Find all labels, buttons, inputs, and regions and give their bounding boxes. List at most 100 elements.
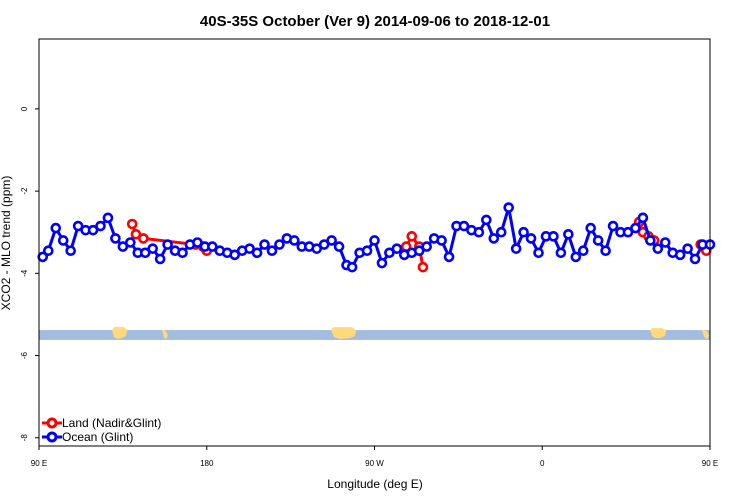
ocean-series-point: [652, 243, 664, 254]
ocean-series-point: [443, 251, 455, 263]
land-shape: [702, 330, 709, 339]
ocean-series-point: [600, 245, 611, 257]
ocean-series-point: [57, 235, 69, 246]
ocean-series-point: [110, 233, 121, 244]
ocean-series-point: [87, 224, 99, 236]
land-series-line: [404, 234, 425, 268]
land-series-point: [406, 231, 418, 242]
land-shape: [112, 327, 127, 339]
land-shape: [162, 330, 168, 339]
plot-area: [37, 202, 716, 340]
ocean-series-point: [458, 220, 470, 232]
ocean-series-point: [682, 243, 693, 254]
ocean-series-point: [391, 243, 403, 254]
ocean-series-point: [326, 235, 337, 246]
ocean-series-point: [503, 202, 515, 213]
y-tick-label: -2: [20, 187, 29, 195]
y-tick-label: -4: [20, 269, 29, 277]
legend-ocean-label: Ocean (Glint): [62, 430, 133, 444]
ocean-series-point: [43, 245, 54, 257]
y-tick-label: 0: [20, 106, 29, 111]
ocean-series-point: [518, 226, 529, 238]
ocean-series-point: [72, 220, 84, 232]
legend-land-label: Land (Nadir&Glint): [62, 416, 161, 430]
chart-title: 40S-35S October (Ver 9) 2014-09-06 to 20…: [200, 13, 550, 30]
ocean-series-point: [495, 226, 507, 238]
ocean-series-point: [570, 251, 582, 263]
ocean-strip: [39, 330, 710, 340]
x-tick-label: 180: [200, 459, 214, 468]
land-shape: [331, 327, 356, 339]
ocean-series-point: [125, 237, 136, 248]
ocean-series-point: [413, 245, 425, 257]
ocean-series-point: [147, 243, 158, 254]
ocean-series-point: [139, 247, 151, 259]
land-series-point: [138, 233, 149, 244]
legend: Land (Nadir&Glint) Ocean (Glint): [42, 416, 161, 444]
x-tick-label: 0: [540, 459, 545, 468]
ocean-series-point: [65, 245, 76, 257]
ocean-series-point: [376, 257, 388, 269]
y-tick-label: -6: [20, 351, 29, 359]
y-axis: 0 -2 -4 -6 -8: [20, 106, 39, 441]
ocean-series-point: [577, 245, 589, 257]
x-tick-label: 90 E: [702, 459, 718, 468]
ocean-series-point: [229, 249, 241, 261]
ocean-series-point: [266, 245, 278, 257]
x-tick-label: 90 W: [365, 459, 384, 468]
x-tick-label: 90 E: [31, 459, 47, 468]
ocean-series-point: [630, 222, 641, 234]
x-axis: 90 E 180 90 W 0 90 E: [31, 446, 718, 468]
ocean-series-point: [645, 235, 656, 246]
y-axis-label: XCO2 - MLO trend (ppm): [0, 176, 13, 311]
y-tick-label: -8: [20, 434, 29, 442]
ocean-series-point: [607, 220, 619, 232]
ocean-series-point: [533, 247, 544, 259]
ocean-series-point: [274, 239, 285, 250]
ocean-series-point: [659, 237, 671, 248]
land-series-point: [126, 218, 138, 230]
ocean-series-point: [563, 228, 574, 240]
ocean-series-point: [674, 249, 686, 261]
ocean-series-point: [585, 222, 597, 234]
ocean-series-point: [177, 247, 188, 259]
ocean-series-point: [154, 253, 166, 265]
legend-ocean-marker: [46, 431, 58, 443]
ocean-series-point: [102, 212, 114, 224]
ocean-series-point: [555, 247, 567, 259]
ocean-series-point: [473, 226, 485, 238]
ocean-series-point: [361, 245, 373, 257]
ocean-series-point: [689, 253, 701, 265]
x-axis-label: Longitude (deg E): [327, 477, 422, 491]
ocean-series-point: [622, 226, 634, 238]
ocean-series-point: [192, 237, 203, 248]
ocean-series-point: [207, 241, 218, 252]
ocean-series-point: [481, 214, 492, 226]
land-series-point: [417, 261, 429, 273]
ocean-series-point: [637, 212, 649, 224]
ocean-series-point: [369, 235, 380, 246]
ocean-series-point: [333, 241, 345, 252]
ocean-series-point: [50, 222, 62, 234]
ocean-series-point: [525, 233, 537, 244]
ocean-series-point: [384, 247, 395, 259]
ocean-series-point: [95, 220, 106, 232]
ocean-series-point: [289, 235, 300, 246]
ocean-series-point: [162, 239, 173, 250]
ocean-series-point: [548, 231, 559, 242]
ocean-series-point: [259, 239, 270, 250]
ocean-series-point: [510, 243, 522, 254]
ocean-series-point: [251, 247, 263, 259]
ocean-series-point: [117, 241, 129, 252]
ocean-series-point: [488, 233, 500, 244]
ocean-series-point: [318, 239, 330, 250]
ocean-series-point: [346, 261, 358, 273]
ocean-series-point: [421, 241, 432, 252]
legend-land-marker: [46, 417, 58, 429]
land-series-point: [130, 228, 142, 240]
ocean-series-point: [592, 235, 604, 246]
ocean-series-point: [311, 243, 323, 254]
ocean-series-point: [244, 243, 255, 254]
land-shape: [650, 328, 666, 338]
